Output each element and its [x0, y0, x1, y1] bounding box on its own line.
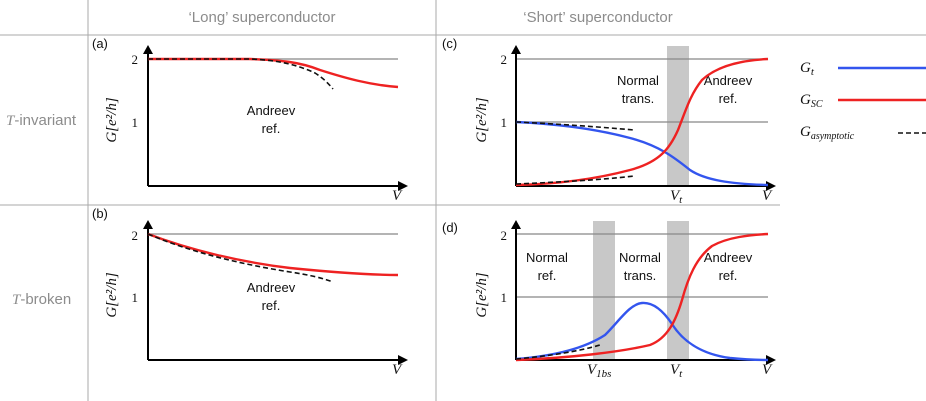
g-sc-curve — [148, 57, 399, 89]
legend-symbol-main: G — [800, 92, 811, 108]
g-sc-curve — [515, 232, 769, 362]
legend-item-g-sc: GSC — [800, 92, 926, 110]
panel-tag: (b) — [92, 206, 108, 221]
g-asymptotic-curve — [515, 121, 635, 131]
region-label-normal-trans: trans. — [622, 91, 655, 106]
v-t-tick: Vt — [670, 188, 683, 206]
region-label-normal-trans: Normal — [619, 250, 661, 265]
v-1bs-subscript: 1bs — [596, 368, 611, 380]
v-1bs-symbol: V — [587, 362, 598, 378]
y-tick-2: 2 — [132, 228, 139, 243]
region-label-normal-ref: ref. — [538, 268, 557, 283]
y-axis-label: G[e²/h] — [104, 272, 120, 317]
region-label-andreev: Andreev — [247, 103, 296, 118]
panel-tag: (d) — [442, 220, 458, 235]
time-reversal-symbol: T — [6, 113, 16, 129]
col-header-short: ‘Short’ superconductor — [523, 9, 673, 26]
y-tick-1: 1 — [501, 115, 508, 130]
panel-b: (b) 2 1 V G[e²/h] Andreev ref. — [92, 206, 408, 378]
y-tick-2: 2 — [132, 52, 139, 67]
legend-symbol-sub: t — [811, 66, 815, 78]
region-label-andreev: Andreev — [247, 280, 296, 295]
g-t-curve — [515, 120, 769, 187]
g-sc-curve — [515, 57, 769, 187]
panel-tag: (c) — [442, 36, 457, 51]
panel-tag: (a) — [92, 36, 108, 51]
x-axis-arrow — [398, 181, 408, 191]
legend-symbol: Gasymptotic — [800, 124, 855, 142]
y-tick-2: 2 — [501, 52, 508, 67]
x-axis-label: V — [392, 188, 403, 204]
legend-symbol: Gt — [800, 60, 815, 78]
x-axis-label: V — [762, 362, 773, 378]
v-1bs-tick: V1bs — [587, 362, 611, 380]
y-axis-arrow — [511, 45, 521, 54]
legend-symbol: GSC — [800, 92, 823, 110]
g-asymptotic-curve — [515, 344, 601, 360]
x-axis-arrow — [766, 355, 776, 365]
legend: Gt GSC Gasymptotic — [800, 60, 926, 142]
col-header-long: ‘Long’ superconductor — [188, 9, 335, 26]
region-label-andreev: Andreev — [704, 73, 753, 88]
y-axis-label: G[e²/h] — [474, 272, 490, 317]
row-header-broken: T-broken — [12, 291, 71, 308]
transition-band — [667, 46, 689, 186]
y-axis-arrow — [511, 220, 521, 229]
legend-symbol-main: G — [800, 60, 811, 76]
row-header-invariant: T-invariant — [6, 112, 77, 129]
transition-band — [593, 221, 615, 360]
g-asymptotic-curve — [147, 233, 334, 283]
y-axis-arrow — [143, 45, 153, 54]
v-t-symbol: V — [670, 362, 681, 378]
time-reversal-symbol: T — [12, 292, 22, 308]
y-tick-2: 2 — [501, 228, 508, 243]
y-tick-1: 1 — [132, 290, 139, 305]
row-invariant-text: -invariant — [14, 112, 77, 129]
legend-item-g-t: Gt — [800, 60, 926, 78]
row-broken-text: -broken — [20, 291, 71, 308]
g-asymptotic-curve — [515, 175, 635, 185]
v-t-subscript: t — [679, 194, 683, 206]
region-label-andreev: ref. — [262, 298, 281, 313]
g-sc-curve — [147, 232, 399, 277]
region-label-normal-trans: trans. — [624, 268, 657, 283]
y-axis-label: G[e²/h] — [474, 97, 490, 142]
panel-c: (c) 2 1 V Vt G[e²/h] Normal trans. Andre… — [442, 36, 776, 206]
region-label-andreev: ref. — [262, 121, 281, 136]
y-tick-1: 1 — [501, 290, 508, 305]
y-axis-arrow — [143, 220, 153, 229]
region-label-normal-ref: Normal — [526, 250, 568, 265]
legend-symbol-main: G — [800, 124, 811, 140]
panel-d: (d) 2 1 V V1bs Vt G[e²/h] Normal ref. No… — [442, 220, 776, 380]
region-label-andreev: Andreev — [704, 250, 753, 265]
v-t-symbol: V — [670, 188, 681, 204]
v-t-subscript: t — [679, 368, 683, 380]
v-t-tick: Vt — [670, 362, 683, 380]
legend-symbol-sub: SC — [811, 99, 823, 110]
x-axis-label: V — [762, 188, 773, 204]
region-label-andreev: ref. — [719, 268, 738, 283]
legend-item-g-asymptotic: Gasymptotic — [800, 124, 926, 142]
y-axis-label: G[e²/h] — [104, 97, 120, 142]
y-tick-1: 1 — [132, 115, 139, 130]
x-axis-arrow — [398, 355, 408, 365]
x-axis-arrow — [766, 181, 776, 191]
legend-symbol-sub: asymptotic — [811, 131, 855, 142]
g-t-curve — [515, 301, 769, 362]
region-label-normal-trans: Normal — [617, 73, 659, 88]
panel-a: (a) 2 1 V G[e²/h] Andreev ref. — [92, 36, 408, 204]
g-asymptotic-curve — [148, 58, 334, 90]
region-label-andreev: ref. — [719, 91, 738, 106]
x-axis-label: V — [392, 362, 403, 378]
